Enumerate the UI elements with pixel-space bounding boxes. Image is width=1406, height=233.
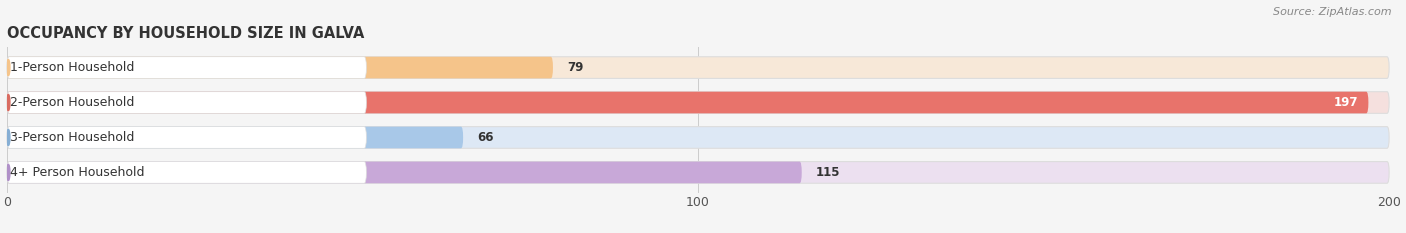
Text: 2-Person Household: 2-Person Household [10,96,135,109]
Circle shape [7,129,10,146]
FancyBboxPatch shape [7,127,367,148]
Text: OCCUPANCY BY HOUSEHOLD SIZE IN GALVA: OCCUPANCY BY HOUSEHOLD SIZE IN GALVA [7,26,364,41]
Text: 3-Person Household: 3-Person Household [10,131,135,144]
Text: 79: 79 [567,61,583,74]
Circle shape [7,164,10,181]
FancyBboxPatch shape [7,162,1389,183]
FancyBboxPatch shape [7,92,1389,113]
FancyBboxPatch shape [7,57,553,78]
FancyBboxPatch shape [7,57,1389,78]
Text: 197: 197 [1333,96,1358,109]
Text: 1-Person Household: 1-Person Household [10,61,135,74]
Circle shape [7,59,10,76]
Text: 4+ Person Household: 4+ Person Household [10,166,145,179]
FancyBboxPatch shape [7,57,367,78]
Text: 66: 66 [477,131,494,144]
Circle shape [7,94,10,111]
Text: 115: 115 [815,166,839,179]
FancyBboxPatch shape [7,127,1389,148]
FancyBboxPatch shape [7,127,463,148]
FancyBboxPatch shape [7,162,801,183]
FancyBboxPatch shape [7,92,1368,113]
FancyBboxPatch shape [7,162,367,183]
Text: Source: ZipAtlas.com: Source: ZipAtlas.com [1274,7,1392,17]
FancyBboxPatch shape [7,92,367,113]
